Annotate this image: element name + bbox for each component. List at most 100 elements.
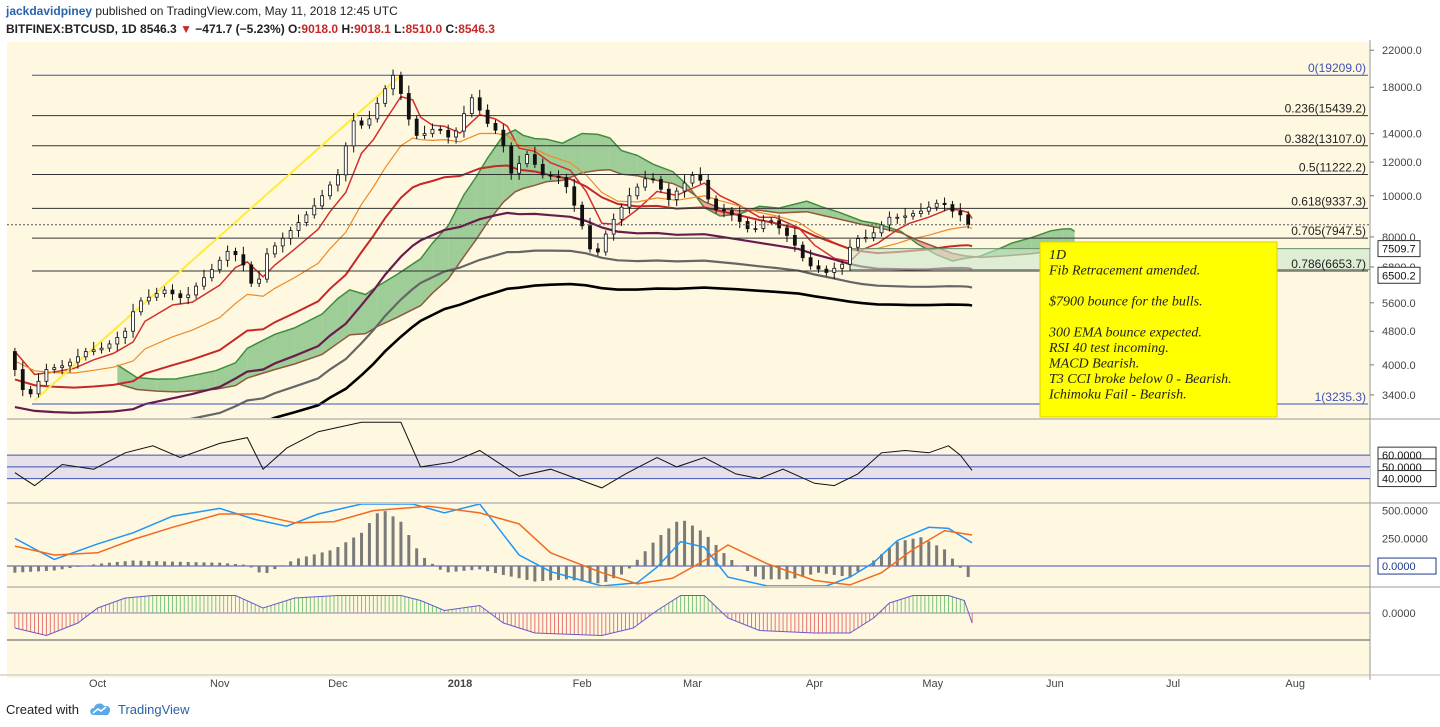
candle-body (52, 367, 57, 370)
candle-body (383, 88, 388, 104)
macd-histogram-bar (233, 563, 237, 567)
macd-histogram-bar (273, 566, 277, 570)
rsi-level-tag (1377, 470, 1437, 488)
candle-body (414, 118, 419, 136)
macd-histogram-bar (950, 558, 954, 567)
fib-level-label: 0.382(13107.0) (1285, 132, 1366, 146)
macd-histogram-bar (139, 560, 143, 567)
candle-body (950, 204, 955, 212)
candle-body (729, 210, 734, 215)
time-axis-label: Aug (1285, 678, 1305, 690)
fib-level-label: 0.786(6653.7) (1291, 257, 1366, 271)
macd-pane (7, 504, 1370, 586)
macd-zero-tag (1377, 557, 1437, 575)
price-tag-box (1377, 240, 1421, 258)
rsi-line (14, 421, 973, 489)
macd-histogram-bar (478, 566, 482, 570)
chart-canvas[interactable]: 0.27(23521.9)0(19209.0)0.236(15439.2)0.3… (0, 40, 1440, 692)
macd-histogram-bar (635, 559, 639, 567)
candle-body (879, 224, 884, 234)
macd-histogram-bar (572, 566, 576, 581)
macd-histogram-bar (557, 566, 561, 580)
macd-histogram-bar (123, 561, 127, 567)
kumo-cloud-segment (609, 137, 622, 175)
macd-histogram-bar (44, 566, 48, 571)
candle-body (328, 184, 332, 197)
macd-histogram-bar (627, 566, 631, 569)
macd-histogram-bar (367, 523, 371, 567)
candle-body (769, 220, 774, 223)
kumo-cloud-segment (637, 155, 653, 180)
candle-body (123, 330, 128, 338)
high-label: H: (341, 22, 355, 36)
author-link[interactable]: jackdavidpiney (6, 4, 93, 18)
candle-body (517, 163, 522, 174)
annotation-line: 1D (1049, 248, 1066, 263)
candle-body (855, 238, 860, 248)
time-axis-label: 2018 (448, 678, 472, 690)
tradingview-brand-link[interactable]: TradingView (118, 702, 190, 717)
chart-header: jackdavidpiney published on TradingView.… (0, 0, 1440, 40)
candle-body (824, 268, 829, 273)
macd-histogram-bar (911, 538, 915, 567)
candle-body (446, 129, 451, 138)
price-tag-box (1377, 266, 1421, 284)
annotation-line: MACD Bearish. (1048, 357, 1139, 372)
kumo-cloud-segment (582, 133, 598, 173)
fib-level-label: 0.5(11222.2) (1299, 160, 1366, 174)
candle-body (430, 128, 435, 135)
macd-histogram-bar (533, 566, 537, 582)
y-tick-label: 4000.0 (1382, 360, 1416, 372)
ema-200-line (14, 211, 973, 414)
kumo-cloud-segment (349, 289, 366, 335)
macd-histogram-bar (509, 566, 513, 577)
macd-histogram-bar (927, 541, 931, 567)
fib-level-label: 0(19209.0) (1308, 61, 1366, 75)
candle-body (895, 216, 900, 219)
candle-body (863, 237, 868, 240)
macd-histogram-bar (880, 554, 884, 567)
candle-body (146, 296, 151, 302)
candle-body (737, 214, 742, 222)
candle-body (462, 113, 466, 132)
macd-histogram-bar (163, 561, 167, 567)
kumo-cloud-segment (487, 135, 504, 223)
candle-body (887, 216, 892, 226)
candle-body (241, 254, 246, 266)
y-tick-label: 18000.0 (1382, 82, 1422, 94)
time-axis-label: Jul (1166, 678, 1180, 690)
macd-histogram-bar (107, 562, 111, 567)
candle-body (115, 337, 120, 345)
ema-slow-line (14, 164, 973, 389)
candle-body (753, 228, 758, 230)
candle-body (454, 130, 458, 138)
macd-histogram-bar (683, 520, 687, 567)
macd-histogram-bar (13, 566, 17, 573)
candle-body (690, 174, 695, 184)
annotation-line: RSI 40 test incoming. (1048, 341, 1169, 356)
macd-histogram-bar (344, 542, 348, 567)
candle-body (816, 265, 821, 270)
fib-level-label: 0.618(9337.3) (1291, 194, 1366, 208)
macd-histogram-bar (289, 561, 293, 567)
candle-body (139, 300, 143, 313)
time-axis-label: Feb (573, 678, 592, 690)
macd-histogram-bar (690, 525, 694, 567)
macd-histogram-bar (493, 566, 497, 574)
macd-histogram-bar (76, 566, 80, 567)
annotation-line: T3 CCI broke below 0 - Bearish. (1049, 372, 1232, 387)
candle-body (312, 205, 317, 216)
candle-body (919, 210, 923, 214)
low-value: 8510.0 (405, 22, 443, 36)
macd-histogram-bar (659, 535, 663, 567)
candle-body (391, 74, 395, 90)
candle-body (540, 164, 545, 176)
cci-tick-label: 0.0000 (1382, 608, 1416, 620)
candle-body (265, 253, 269, 280)
candle-body (501, 129, 506, 147)
candle-body (83, 351, 88, 358)
macd-histogram-bar (564, 566, 568, 580)
time-axis-label: Nov (210, 678, 230, 690)
symbol-label: BITFINEX:BTCUSD, 1D (6, 22, 137, 36)
macd-histogram-bar (777, 566, 781, 580)
